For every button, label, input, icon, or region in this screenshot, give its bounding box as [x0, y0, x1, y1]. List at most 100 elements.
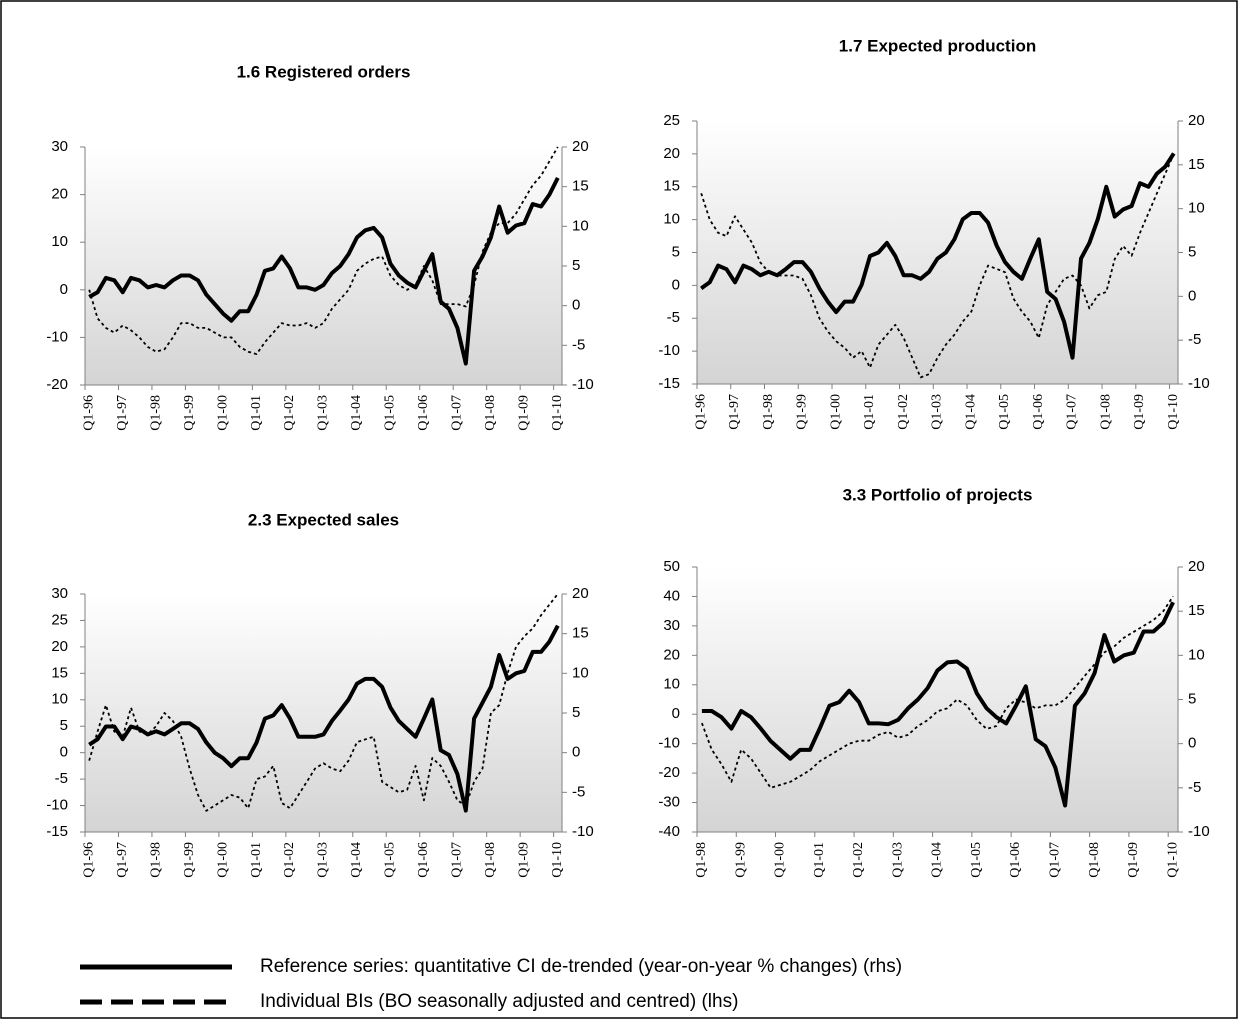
y2-tick-label: 0 [1188, 287, 1196, 304]
x-tick-label: Q1-10 [550, 842, 565, 878]
y2-tick-label: 20 [572, 585, 589, 602]
y-tick-label: 0 [60, 281, 68, 298]
x-tick-label: Q1-99 [182, 842, 197, 878]
x-tick-label: Q1-97 [115, 842, 130, 878]
x-tick-label: Q1-09 [517, 842, 532, 878]
x-tick-label: Q1-04 [349, 395, 364, 431]
y-tick-label: -40 [658, 823, 680, 840]
y2-tick-label: -5 [1188, 779, 1201, 796]
x-tick-label: Q1-01 [249, 842, 264, 878]
y2-tick-label: 10 [572, 664, 589, 681]
y-tick-label: 10 [663, 211, 680, 228]
y-tick-label: 25 [51, 611, 68, 628]
x-tick-label: Q1-03 [890, 842, 905, 878]
x-tick-label: Q1-00 [828, 394, 843, 430]
y2-tick-label: 20 [572, 138, 589, 155]
x-tick-label: Q1-01 [812, 842, 827, 878]
x-tick-label: Q1-07 [450, 395, 465, 431]
y-tick-label: 30 [663, 617, 680, 634]
x-tick-label: Q1-99 [182, 395, 197, 431]
x-tick-label: Q1-10 [1165, 842, 1180, 878]
y2-tick-label: 20 [1188, 558, 1205, 575]
y2-tick-label: 15 [572, 625, 589, 642]
series-line [700, 152, 1176, 360]
x-tick-label: Q1-06 [1008, 842, 1023, 878]
y2-tick-label: 0 [572, 744, 580, 761]
y-tick-label: -10 [46, 797, 68, 814]
y2-tick-label: 10 [1188, 200, 1205, 217]
y-tick-label: 10 [51, 691, 68, 708]
y-tick-label: 25 [663, 112, 680, 129]
legend-label: Reference series: quantitative CI de-tre… [260, 956, 902, 977]
x-tick-label: Q1-06 [416, 842, 431, 878]
x-tick-label: Q1-97 [115, 395, 130, 431]
x-tick-label: Q1-02 [851, 842, 866, 878]
y-tick-label: -10 [658, 342, 680, 359]
x-tick-label: Q1-07 [1065, 394, 1080, 430]
x-tick-label: Q1-96 [693, 394, 708, 430]
y-tick-label: -20 [46, 376, 68, 393]
y2-tick-label: 15 [572, 178, 589, 195]
y2-tick-label: -10 [572, 376, 594, 393]
x-tick-label: Q1-09 [1132, 394, 1147, 430]
y-tick-label: 20 [663, 646, 680, 663]
x-tick-label: Q1-05 [969, 842, 984, 878]
y-tick-label: 0 [672, 705, 680, 722]
y-tick-label: 15 [51, 664, 68, 681]
x-tick-label: Q1-96 [81, 842, 96, 878]
y-tick-label: 5 [672, 243, 680, 260]
x-tick-label: Q1-02 [896, 394, 911, 430]
y-tick-label: -15 [46, 823, 68, 840]
y2-tick-label: 10 [1188, 646, 1205, 663]
y-tick-label: 30 [51, 585, 68, 602]
chart-title: 3.3 Portfolio of projects [843, 485, 1033, 504]
y-tick-label: 15 [663, 178, 680, 195]
y2-tick-label: 0 [572, 297, 580, 314]
series-line [88, 624, 560, 813]
y2-tick-label: 10 [572, 217, 589, 234]
y2-tick-label: 20 [1188, 112, 1205, 129]
x-tick-label: Q1-98 [761, 394, 776, 430]
x-tick-label: Q1-01 [862, 394, 877, 430]
x-tick-label: Q1-08 [483, 395, 498, 431]
y-tick-label: 20 [51, 186, 68, 203]
x-tick-label: Q1-00 [215, 842, 230, 878]
x-tick-label: Q1-99 [733, 842, 748, 878]
x-tick-label: Q1-09 [517, 395, 532, 431]
x-tick-label: Q1-08 [1098, 394, 1113, 430]
x-tick-label: Q1-03 [316, 842, 331, 878]
y2-tick-label: 5 [572, 257, 580, 274]
series-line [701, 601, 1175, 808]
x-tick-label: Q1-04 [930, 842, 945, 878]
x-tick-label: Q1-10 [550, 395, 565, 431]
x-tick-label: Q1-07 [1048, 842, 1063, 878]
x-tick-label: Q1-96 [81, 395, 96, 431]
series-line [701, 595, 1174, 789]
y2-tick-label: -5 [572, 336, 585, 353]
plot-area [697, 121, 1178, 384]
x-tick-label: Q1-05 [383, 395, 398, 431]
x-tick-label: Q1-08 [1087, 842, 1102, 878]
y2-tick-label: 15 [1188, 156, 1205, 173]
y-tick-label: 50 [663, 558, 680, 575]
x-tick-label: Q1-98 [148, 842, 163, 878]
x-tick-label: Q1-04 [349, 842, 364, 878]
x-tick-label: Q1-07 [450, 842, 465, 878]
y2-tick-label: 5 [1188, 690, 1196, 707]
x-tick-label: Q1-05 [997, 394, 1012, 430]
y-tick-label: 5 [60, 717, 68, 734]
y-tick-label: 10 [663, 676, 680, 693]
y-tick-label: -30 [658, 794, 680, 811]
y2-tick-label: -10 [1188, 823, 1210, 840]
y-tick-label: -10 [658, 735, 680, 752]
x-tick-label: Q1-06 [416, 395, 431, 431]
y2-tick-label: -10 [572, 823, 594, 840]
y-tick-label: 0 [60, 744, 68, 761]
y-tick-label: 40 [663, 587, 680, 604]
plot-area [697, 567, 1178, 832]
x-tick-label: Q1-02 [282, 842, 297, 878]
y2-tick-label: 0 [1188, 735, 1196, 752]
y-tick-label: 20 [51, 638, 68, 655]
